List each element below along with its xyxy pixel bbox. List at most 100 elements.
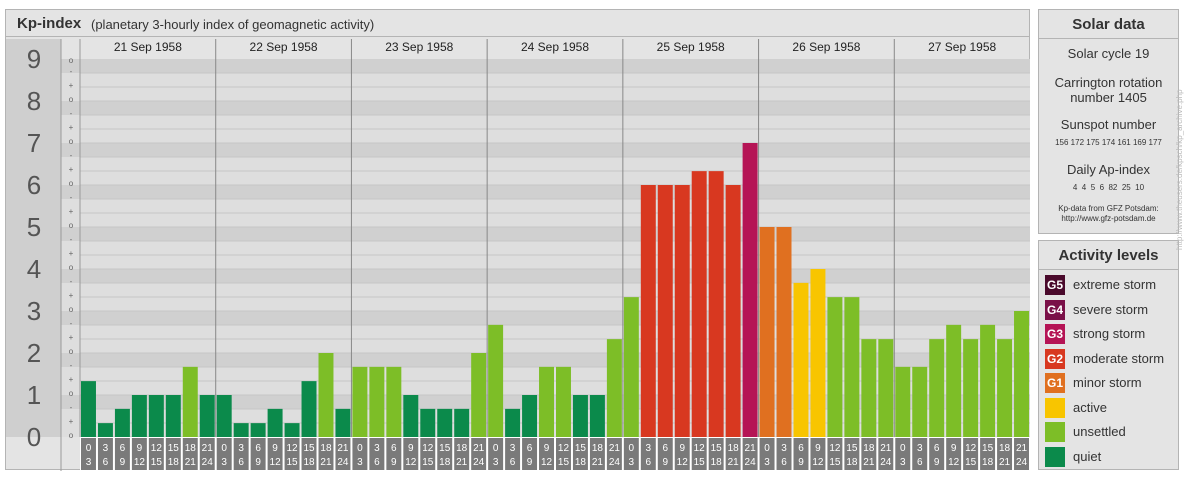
time-end-label: 18 (711, 457, 723, 468)
time-cell (386, 438, 402, 470)
time-start-label: 12 (286, 443, 298, 454)
time-start-label: 12 (558, 443, 570, 454)
time-start-label: 9 (408, 443, 414, 454)
time-start-label: 12 (422, 443, 434, 454)
time-end-label: 12 (405, 457, 417, 468)
time-start-label: 21 (337, 443, 349, 454)
time-cell (708, 438, 724, 470)
kp-bar (267, 408, 283, 437)
time-cell (114, 438, 130, 470)
chart-title-bar: Kp-index (planetary 3-hourly index of ge… (5, 9, 1030, 37)
time-cell (844, 438, 860, 470)
time-cell (369, 438, 385, 470)
y-tick-label: 5 (27, 212, 41, 242)
time-start-label: 15 (303, 443, 315, 454)
time-start-label: 6 (120, 443, 126, 454)
kp-bar (182, 366, 198, 437)
time-end-label: 12 (948, 457, 960, 468)
time-end-label: 24 (1016, 457, 1028, 468)
time-cell (606, 438, 622, 470)
kp-bar (827, 297, 843, 437)
y-sub-label: + (69, 123, 74, 132)
time-start-label: 0 (629, 443, 635, 454)
time-end-label: 21 (863, 457, 875, 468)
time-start-label: 21 (609, 443, 621, 454)
time-cell (980, 438, 996, 470)
time-cell (640, 438, 656, 470)
sunspot-title: Sunspot number (1060, 117, 1157, 132)
kp-bar (131, 395, 147, 437)
time-end-label: 9 (255, 457, 261, 468)
time-end-label: 24 (473, 457, 485, 468)
time-start-label: 0 (221, 443, 227, 454)
kp-bar (895, 366, 911, 437)
y-sub-label: o (69, 221, 74, 230)
kp-bar (420, 408, 436, 437)
kp-bar (912, 366, 928, 437)
kp-bar (539, 366, 554, 437)
y-sub-label: - (70, 67, 73, 76)
time-cell (165, 438, 181, 470)
time-end-label: 15 (286, 457, 298, 468)
time-end-label: 21 (185, 457, 197, 468)
carrington-line1: Carrington rotation (1054, 75, 1163, 90)
day-label: 22 Sep 1958 (250, 40, 318, 54)
y-tick-label: 3 (27, 296, 41, 326)
kp-bar (572, 395, 588, 437)
time-cell (81, 438, 96, 470)
kp-bar (81, 381, 96, 437)
time-start-label: 3 (374, 443, 380, 454)
kp-chart-panel: 0 1 2 3 4 5 6 7 8 9 o + - o + - o + - o + - o + - o + - o + - o + - o + - o 21… (5, 9, 1030, 471)
time-start-label: 15 (439, 443, 451, 454)
kp-bar (318, 353, 334, 437)
level-swatch: G3 (1045, 324, 1065, 344)
time-start-label: 15 (168, 443, 180, 454)
time-end-label: 15 (694, 457, 706, 468)
y-sub-label: - (70, 403, 73, 412)
y-sub-label: - (70, 109, 73, 118)
kp-bar (725, 185, 741, 437)
time-end-label: 6 (238, 457, 244, 468)
source-link[interactable]: http://www.gfz-potsdam.de (1061, 214, 1156, 223)
time-cell (1014, 438, 1029, 470)
level-swatch: G5 (1045, 275, 1065, 295)
y-sub-label: o (69, 137, 74, 146)
kp-bar (437, 408, 453, 437)
time-end-label: 3 (493, 457, 499, 468)
level-swatch (1045, 397, 1065, 418)
kp-bar (352, 366, 368, 437)
carrington-line2: number 1405 (1070, 90, 1147, 105)
time-start-label: 3 (510, 443, 516, 454)
time-end-label: 18 (303, 457, 315, 468)
y-sub-label: o (69, 389, 74, 398)
time-cell (420, 438, 436, 470)
time-start-label: 18 (999, 443, 1011, 454)
time-cell (912, 438, 928, 470)
kp-bar (250, 423, 266, 437)
time-cell (352, 438, 368, 470)
time-end-label: 12 (134, 457, 146, 468)
time-end-label: 12 (541, 457, 553, 468)
time-cell (572, 438, 588, 470)
kp-bar (589, 395, 605, 437)
level-item: quiet (1045, 446, 1175, 467)
chart-subtitle: (planetary 3-hourly index of geomagnetic… (91, 17, 375, 32)
level-swatch: G2 (1045, 348, 1065, 369)
time-cell (182, 438, 198, 470)
time-cell (997, 438, 1013, 470)
credit-link[interactable]: http://www.theusers.de/kpsch/kp_archive.… (1175, 89, 1184, 250)
ap-title: Daily Ap-index (1066, 162, 1151, 177)
day-label: 21 Sep 1958 (114, 40, 182, 54)
time-end-label: 21 (728, 457, 740, 468)
time-end-label: 15 (829, 457, 841, 468)
divider (1039, 269, 1178, 270)
time-cell (267, 438, 283, 470)
time-end-label: 3 (764, 457, 770, 468)
level-swatch: G4 (1045, 299, 1065, 320)
day-label: 24 Sep 1958 (521, 40, 589, 54)
y-sub-label: + (69, 207, 74, 216)
y-sub-label: o (69, 431, 74, 440)
y-sub-label: + (69, 81, 74, 90)
time-cell (284, 438, 300, 470)
time-cell (895, 438, 911, 470)
